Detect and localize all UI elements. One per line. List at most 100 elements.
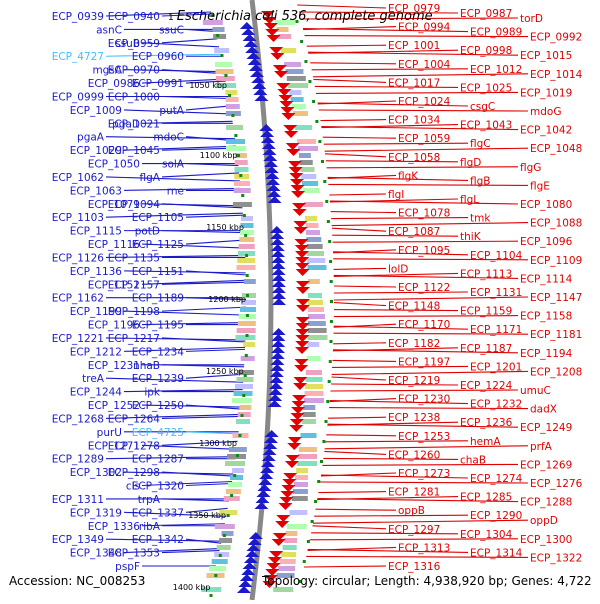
scale-ticks — [209, 14, 333, 603]
forward-leader-line — [141, 480, 233, 487]
feature-band — [237, 370, 254, 375]
forward-leader-line — [185, 507, 228, 513]
reverse-gene-label: ECP_1080 — [520, 199, 572, 211]
scale-label: 1200 kbp — [208, 295, 246, 304]
reverse-gene-label: ECP_1015 — [520, 50, 572, 62]
feature-band — [302, 181, 319, 186]
forward-gene-arrow — [255, 496, 270, 503]
forward-gene-arrow — [260, 136, 275, 143]
reverse-gene-label: tmk — [470, 213, 491, 225]
reverse-gene-labels: ECP_0979 ECP_0987 torD ECP_0994 ECP_0989 ECP_… — [388, 3, 583, 573]
feature-band — [221, 531, 234, 536]
feature-band — [282, 545, 297, 550]
forward-leader-line — [185, 297, 247, 301]
feature-band — [298, 153, 311, 158]
reverse-leader-line — [321, 126, 519, 131]
forward-gene-label: ECP_1157 — [108, 279, 160, 291]
forward-gene-label: ECP_1009 — [70, 105, 122, 117]
forward-gene-arrow — [271, 256, 286, 263]
feature-band — [226, 139, 246, 144]
forward-gene-arrow — [271, 340, 286, 347]
reverse-gene-label: ECP_1042 — [520, 125, 572, 137]
reverse-gene-label: ECP_1014 — [530, 69, 583, 81]
forward-leader-line — [185, 538, 222, 544]
reverse-gene-label: ECP_1187 — [460, 343, 512, 355]
feature-band — [289, 90, 302, 95]
feature-band — [305, 377, 323, 382]
reverse-gene-arrow — [284, 461, 299, 468]
reverse-gene-label: umuC — [520, 385, 551, 397]
scale-tick — [328, 360, 332, 363]
reverse-gene-label: ECP_1096 — [520, 236, 573, 248]
scale-tick — [222, 534, 226, 537]
forward-leader-line — [185, 431, 239, 435]
reverse-gene-arrow — [280, 491, 295, 498]
forward-gene-label: ECP_1239 — [132, 373, 184, 385]
reverse-gene-arrow — [295, 269, 310, 276]
scale-tick — [329, 320, 333, 323]
feature-band — [240, 356, 255, 361]
reverse-leader-line — [313, 78, 387, 83]
feature-band — [219, 538, 233, 543]
forward-gene-arrow — [268, 388, 283, 395]
scale-label: 1100 kbp — [200, 151, 238, 160]
feature-band — [286, 524, 307, 529]
reverse-gene-arrow — [272, 533, 287, 540]
feature-band — [307, 314, 325, 319]
reverse-leader-line — [333, 302, 387, 307]
forward-gene-label: ECP_1287 — [132, 454, 184, 466]
forward-gene-label: ECP_1135 — [108, 252, 160, 264]
forward-gene-label: ECP_1195 — [132, 320, 184, 332]
forward-gene-label: cls — [126, 481, 140, 493]
forward-leader-line — [185, 239, 245, 245]
reverse-gene-arrow — [291, 401, 306, 408]
forward-leader-line — [161, 281, 246, 285]
forward-leader-line — [161, 364, 245, 368]
reverse-gene-label: ECP_1017 — [388, 77, 440, 89]
feature-band — [213, 34, 227, 39]
forward-gene-label: ECP_1125 — [132, 239, 184, 251]
feature-band — [237, 251, 255, 256]
reverse-leader-line — [333, 296, 529, 301]
scale-tick — [314, 500, 318, 503]
reverse-leader-line — [328, 183, 529, 186]
forward-gene-arrow — [236, 586, 251, 593]
forward-gene-label: ECP_0970 — [108, 65, 160, 77]
feature-band — [307, 342, 320, 347]
forward-leader-line — [123, 109, 232, 115]
feature-band — [307, 258, 326, 263]
feature-band — [290, 97, 304, 102]
reverse-leader-line — [297, 4, 387, 9]
reverse-gene-label: ECP_1232 — [470, 399, 522, 411]
forward-gene-arrow — [271, 280, 286, 287]
scale-tick — [329, 340, 333, 343]
forward-leader-line — [105, 413, 241, 419]
feature-band — [230, 475, 244, 480]
forward-gene-arrow — [271, 268, 286, 275]
scale-tick — [226, 514, 230, 517]
scale-tick — [211, 14, 215, 17]
forward-gene-label: ECP_1217 — [108, 333, 160, 345]
feature-band — [237, 258, 256, 263]
feature-band — [307, 307, 324, 312]
scale-tick — [244, 354, 248, 357]
forward-gene-label: ECP_0960 — [132, 51, 184, 63]
feature-band — [239, 405, 252, 410]
reverse-gene-arrow — [283, 125, 298, 132]
forward-gene-arrow — [270, 232, 285, 239]
reverse-leader-line — [326, 166, 519, 169]
reverse-gene-arrow — [290, 413, 305, 420]
reverse-gene-arrow — [289, 419, 304, 426]
forward-gene-label: ECP_0991 — [132, 78, 184, 90]
forward-gene-leader-lines — [105, 11, 247, 567]
scale-label: 1050 kbp — [189, 81, 227, 90]
forward-gene-label: ECP_1029 — [70, 145, 122, 157]
reverse-gene-arrow — [289, 173, 304, 180]
feature-band — [305, 384, 324, 389]
reverse-gene-arrow — [292, 395, 307, 402]
feature-band — [279, 559, 296, 564]
forward-gene-label: ECP_1196 — [88, 320, 141, 332]
forward-leader-line — [141, 243, 245, 249]
feature-band — [307, 321, 326, 326]
reverse-gene-arrow — [295, 251, 310, 258]
